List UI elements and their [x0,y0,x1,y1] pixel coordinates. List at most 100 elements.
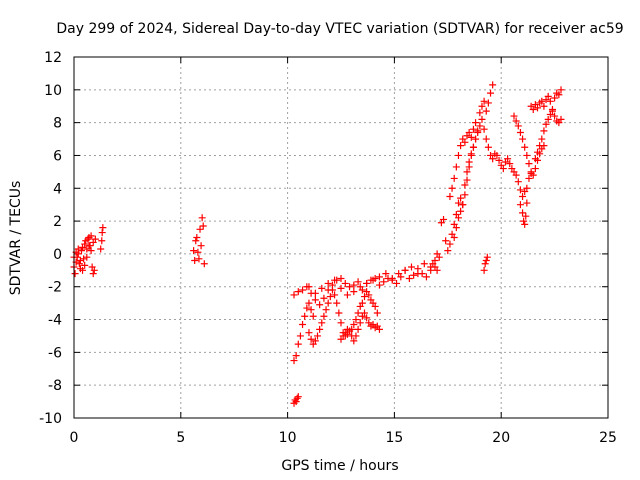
data-point [529,171,537,179]
series-seg-11h-b [337,309,383,345]
data-point [76,256,84,264]
data-point [87,247,95,255]
data-point [292,352,300,360]
data-point [465,128,473,136]
data-point [337,275,345,283]
data-point [525,160,533,168]
data-point [454,214,462,222]
data-point [77,247,85,255]
data-point [483,253,491,261]
data-point [405,275,413,283]
data-point [484,99,492,107]
data-point [465,158,473,166]
x-tick-label: 5 [176,430,185,446]
x-axis-label: GPS time / hours [281,458,398,474]
series-seg-21h [516,199,531,228]
y-tick-label: -4 [48,313,62,329]
data-point [551,94,559,102]
data-point [557,115,565,123]
data-point [326,293,334,301]
data-point [512,171,520,179]
data-point [482,256,490,264]
data-point [395,270,403,278]
data-points [70,81,565,407]
data-point [540,127,548,135]
data-point [472,135,480,143]
data-point [305,299,313,307]
data-point [305,329,313,337]
data-point [529,106,537,114]
data-point [534,148,542,156]
data-point [191,256,199,264]
data-point [467,133,475,141]
data-point [544,115,552,123]
data-point [299,320,307,328]
data-point [75,260,83,268]
data-point [487,89,495,97]
data-point [343,291,351,299]
series-seg-19h-b [482,135,535,200]
data-point [489,81,497,89]
data-point [519,135,527,143]
data-point [301,312,309,320]
data-point [316,301,324,309]
data-point [540,102,548,110]
data-point [420,260,428,268]
chart-title: Day 299 of 2024, Sidereal Day-to-day VTE… [56,21,623,37]
data-point [548,107,556,115]
data-point [478,102,486,110]
data-point [469,143,477,151]
data-point [293,394,301,402]
data-point [484,143,492,151]
data-point [324,279,332,287]
data-point [499,165,507,173]
data-point [446,240,454,248]
data-point [89,270,97,278]
series-seg-12h-c [305,260,441,299]
y-tick-label: 10 [44,83,62,99]
data-point [307,306,315,314]
data-point [83,253,91,261]
series-seg-20h [510,112,548,179]
data-point [363,314,371,322]
data-point [352,332,360,340]
data-point [519,209,527,217]
data-point [514,122,522,130]
data-point [551,112,559,120]
data-point [79,266,87,274]
data-point [358,299,366,307]
data-point [542,120,550,128]
x-tick-labels: 0 5 10 15 20 25 [70,430,617,446]
data-point [81,240,89,248]
data-point [407,263,415,271]
data-point [480,266,488,274]
data-point [356,319,364,327]
data-point [292,398,300,406]
y-tick-label: -10 [39,411,62,427]
data-point [354,309,362,317]
data-point [480,97,488,105]
data-point [360,309,368,317]
data-point [555,91,563,99]
data-point [199,222,207,230]
data-point [444,247,452,255]
data-point [450,174,458,182]
data-point [360,293,368,301]
data-point [98,237,106,245]
data-point [463,176,471,184]
data-point [433,266,441,274]
data-point [457,194,465,202]
data-point [480,125,488,133]
data-point [452,163,460,171]
series-seg-19h [480,253,491,274]
data-point [557,86,565,94]
data-point [369,276,377,284]
data-point [495,156,503,164]
data-point [192,237,200,245]
data-point [531,165,539,173]
data-point [333,299,341,307]
data-point [461,181,469,189]
data-point [375,281,383,289]
data-point [442,237,450,245]
